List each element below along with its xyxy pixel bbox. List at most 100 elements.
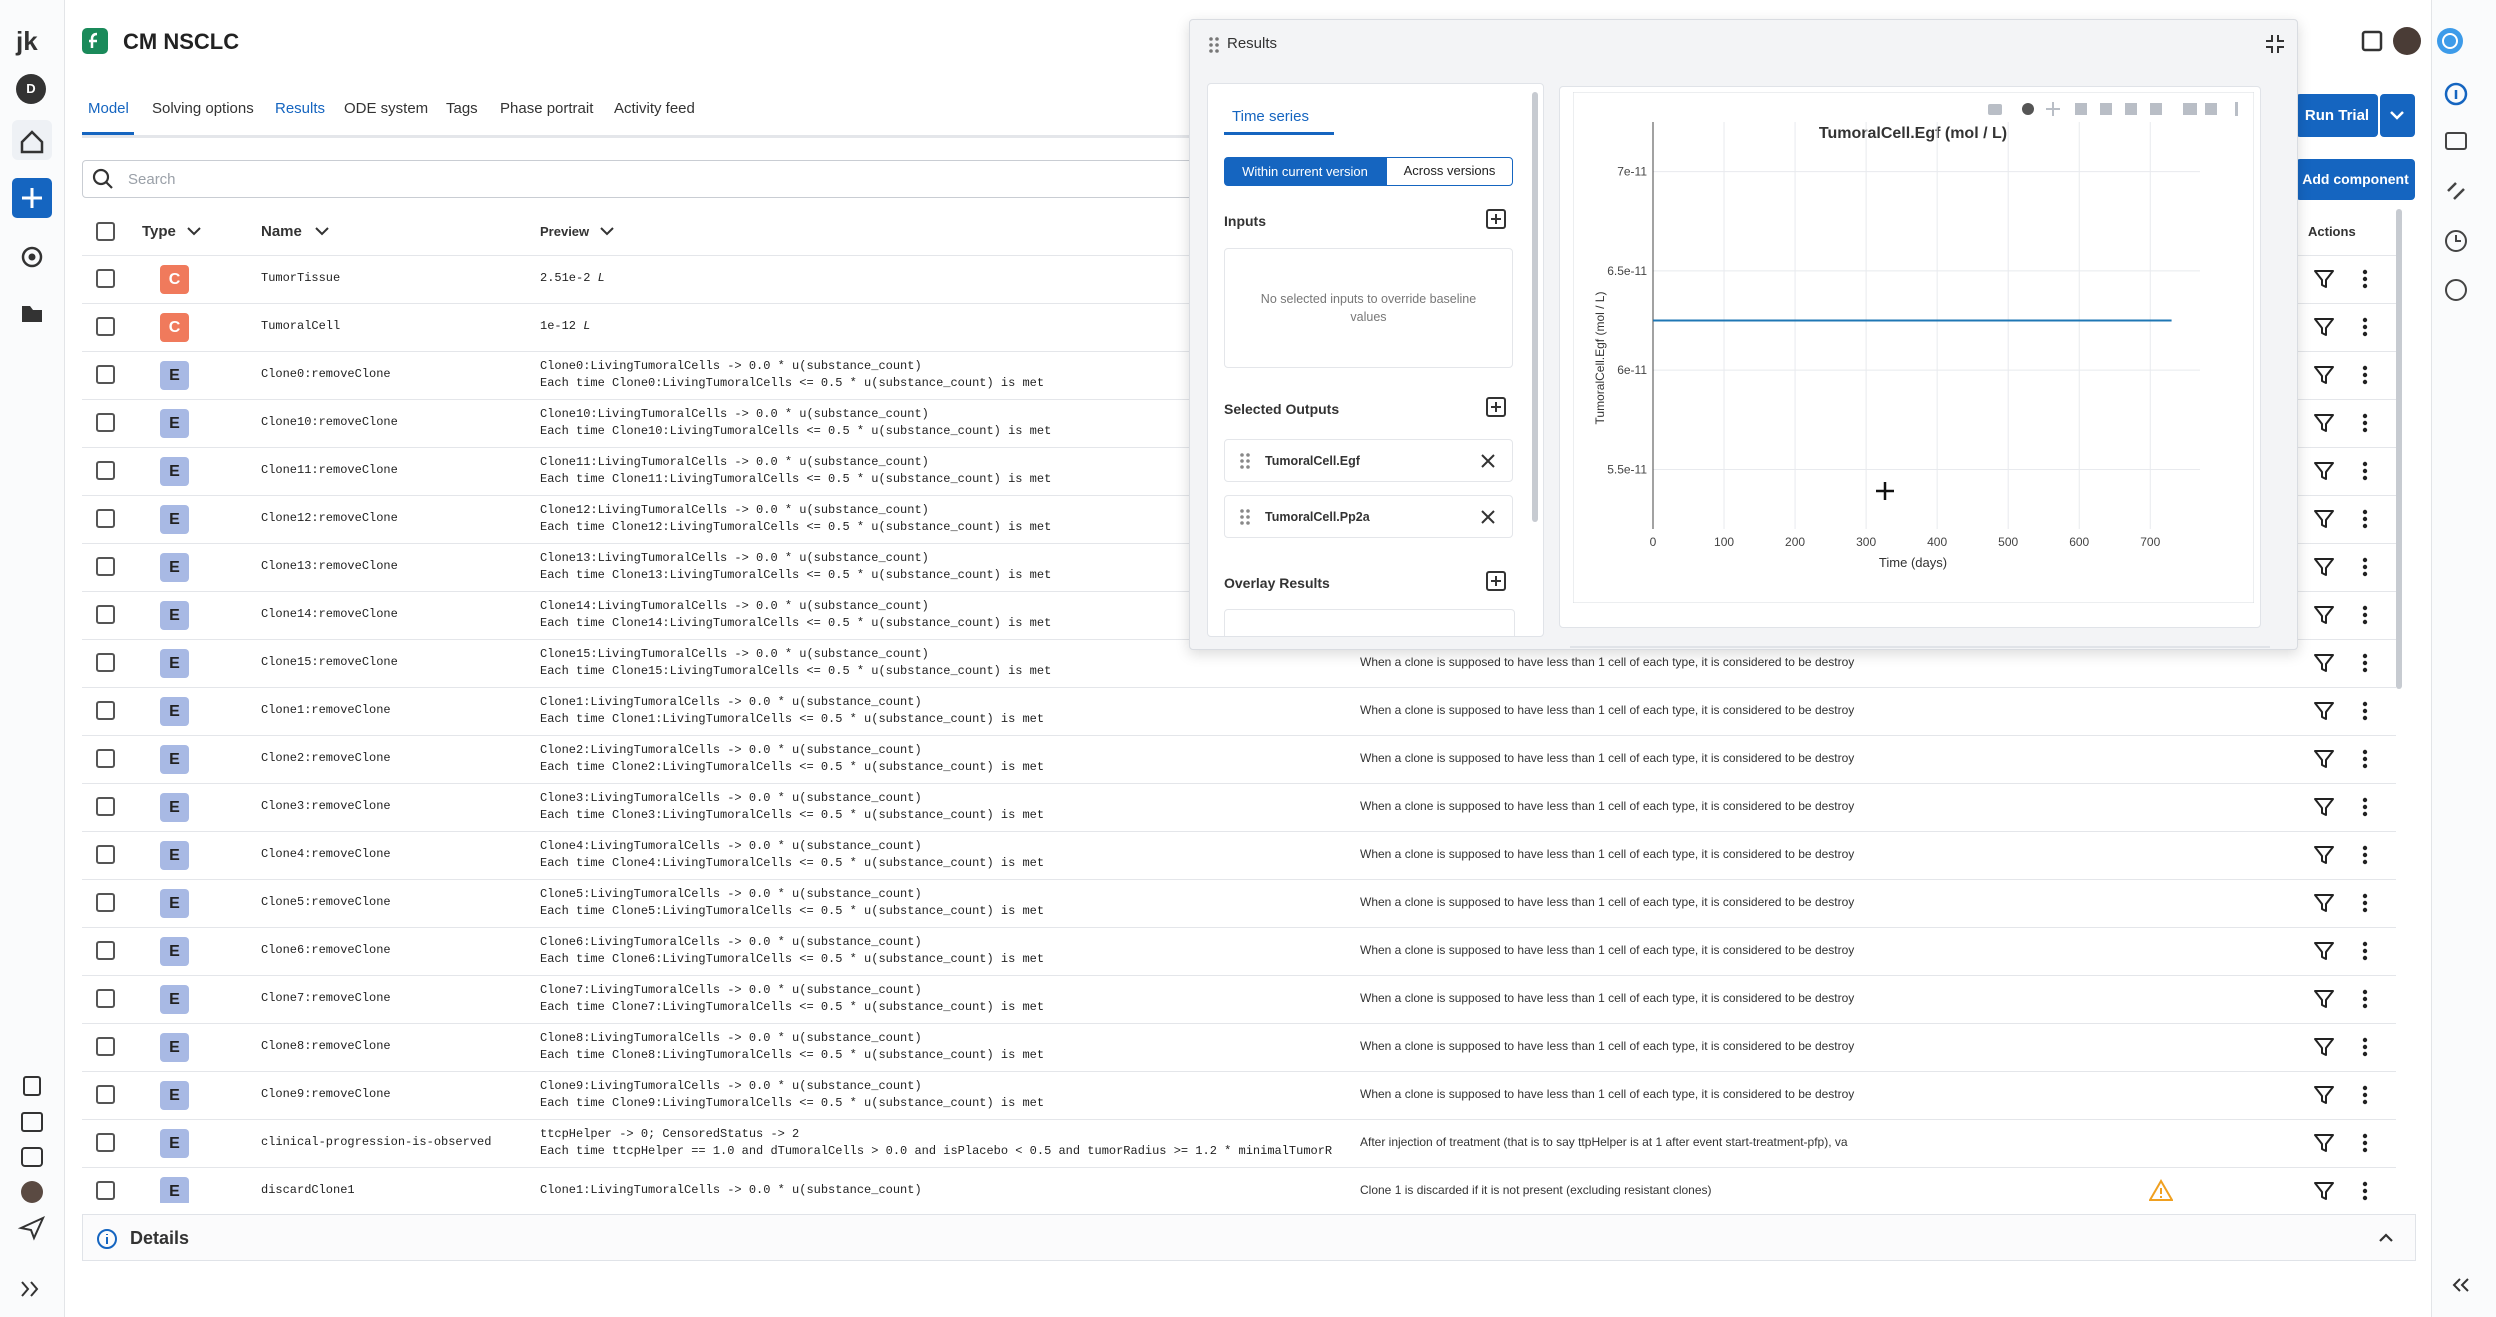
row-actions[interactable] bbox=[2313, 1180, 2373, 1202]
row-checkbox[interactable] bbox=[96, 317, 115, 336]
row-actions[interactable] bbox=[2313, 268, 2373, 290]
tab[interactable]: Phase portrait bbox=[500, 100, 594, 117]
user-avatar[interactable]: D bbox=[16, 74, 46, 104]
component-name: Clone3:removeClone bbox=[261, 799, 391, 813]
row-actions[interactable] bbox=[2313, 940, 2373, 962]
tab[interactable]: Tags bbox=[446, 100, 478, 117]
logo[interactable]: jk bbox=[16, 26, 38, 56]
table-row[interactable]: E Clone3:removeClone Clone3:LivingTumoralC… bbox=[82, 783, 2396, 832]
select-all-checkbox[interactable] bbox=[96, 222, 115, 241]
table-row[interactable]: E Clone2:removeClone Clone2:LivingTumoralC… bbox=[82, 735, 2396, 784]
table-row[interactable]: E Clone7:removeClone Clone7:LivingTumoralC… bbox=[82, 975, 2396, 1024]
table-row[interactable]: E Clone8:removeClone Clone8:LivingTumoralC… bbox=[82, 1023, 2396, 1072]
run-trial-menu[interactable] bbox=[2380, 94, 2415, 137]
row-actions[interactable] bbox=[2313, 844, 2373, 866]
description: When a clone is supposed to have less th… bbox=[1360, 943, 1855, 957]
tab[interactable]: Model bbox=[88, 100, 129, 117]
row-checkbox[interactable] bbox=[96, 1133, 115, 1152]
tab[interactable]: Activity feed bbox=[614, 100, 695, 117]
toggle-option[interactable]: Across versions bbox=[1386, 157, 1513, 186]
row-checkbox[interactable] bbox=[96, 413, 115, 432]
row-actions[interactable] bbox=[2313, 412, 2373, 434]
table-row[interactable]: E Clone13:removeClone Clone13:LivingTumora… bbox=[82, 543, 2396, 592]
row-actions[interactable] bbox=[2313, 316, 2373, 338]
row-checkbox[interactable] bbox=[96, 653, 115, 672]
remove-icon[interactable] bbox=[1479, 452, 1497, 470]
row-checkbox[interactable] bbox=[96, 989, 115, 1008]
row-actions[interactable] bbox=[2313, 1084, 2373, 1106]
collapse-icon[interactable] bbox=[2264, 33, 2286, 55]
component-name: Clone12:removeClone bbox=[261, 511, 398, 525]
inputs-empty: No selected inputs to override baseline … bbox=[1224, 248, 1513, 368]
table-row[interactable]: E Clone15:removeClone Clone15:LivingTumora… bbox=[82, 639, 2396, 688]
toggle-option[interactable]: Within current version bbox=[1224, 157, 1386, 186]
tab[interactable]: Solving options bbox=[152, 100, 254, 117]
table-row[interactable]: E Clone0:removeClone Clone0:LivingTumoralC… bbox=[82, 351, 2396, 400]
row-actions[interactable] bbox=[2313, 700, 2373, 722]
output-item[interactable]: TumoralCell.Egf bbox=[1224, 439, 1513, 482]
row-checkbox[interactable] bbox=[96, 701, 115, 720]
row-checkbox[interactable] bbox=[96, 845, 115, 864]
component-name: Clone10:removeClone bbox=[261, 415, 398, 429]
add-component-button[interactable]: Add component bbox=[2296, 159, 2415, 200]
column-header[interactable]: Name bbox=[261, 223, 302, 240]
row-checkbox[interactable] bbox=[96, 1085, 115, 1104]
row-actions[interactable] bbox=[2313, 1132, 2373, 1154]
row-checkbox[interactable] bbox=[96, 557, 115, 576]
sort-chevrons bbox=[187, 227, 614, 236]
tab-indicator bbox=[1224, 132, 1334, 135]
preview-line: Each time Clone9:LivingTumoralCells <= 0… bbox=[540, 1096, 1045, 1110]
row-actions[interactable] bbox=[2313, 796, 2373, 818]
run-trial-button[interactable]: Run Trial bbox=[2296, 94, 2378, 137]
output-name: TumoralCell.Egf bbox=[1265, 454, 1360, 468]
row-checkbox[interactable] bbox=[96, 797, 115, 816]
y-axis-label: TumoralCell.Egf (mol / L) bbox=[1593, 292, 1607, 425]
table-row[interactable]: E Clone9:removeClone Clone9:LivingTumoralC… bbox=[82, 1071, 2396, 1120]
row-checkbox[interactable] bbox=[96, 509, 115, 528]
row-checkbox[interactable] bbox=[96, 365, 115, 384]
tab[interactable]: Results bbox=[275, 100, 326, 117]
row-checkbox[interactable] bbox=[96, 461, 115, 480]
row-actions[interactable] bbox=[2313, 604, 2373, 626]
description: When a clone is supposed to have less th… bbox=[1360, 1039, 1855, 1053]
row-actions[interactable] bbox=[2313, 652, 2373, 674]
row-checkbox[interactable] bbox=[96, 893, 115, 912]
row-actions[interactable] bbox=[2313, 892, 2373, 914]
time-series-tab[interactable]: Time series bbox=[1232, 108, 1309, 125]
table-row[interactable]: E Clone4:removeClone Clone4:LivingTumoralC… bbox=[82, 831, 2396, 880]
type-badge: E bbox=[160, 361, 189, 390]
row-actions[interactable] bbox=[2313, 364, 2373, 386]
details-bar[interactable]: Details bbox=[82, 1214, 2416, 1261]
row-checkbox[interactable] bbox=[96, 941, 115, 960]
table-row[interactable]: E Clone12:removeClone Clone12:LivingTumora… bbox=[82, 495, 2396, 544]
output-item[interactable]: TumoralCell.Pp2a bbox=[1224, 495, 1513, 538]
table-row[interactable]: E Clone1:removeClone Clone1:LivingTumoralC… bbox=[82, 687, 2396, 736]
table-row[interactable]: E Clone6:removeClone Clone6:LivingTumoralC… bbox=[82, 927, 2396, 976]
row-actions[interactable] bbox=[2313, 748, 2373, 770]
row-actions[interactable] bbox=[2313, 460, 2373, 482]
column-header[interactable]: Type bbox=[142, 223, 176, 240]
type-badge: E bbox=[160, 553, 189, 582]
preview-line: Each time Clone8:LivingTumoralCells <= 0… bbox=[540, 1048, 1045, 1062]
preview-line: Each time Clone15:LivingTumoralCells <= … bbox=[540, 664, 1052, 678]
row-actions[interactable] bbox=[2313, 988, 2373, 1010]
row-checkbox[interactable] bbox=[96, 1181, 115, 1200]
row-checkbox[interactable] bbox=[96, 605, 115, 624]
preview-line: 2.51e-2 bbox=[540, 271, 591, 285]
model-icon bbox=[82, 28, 108, 54]
row-actions[interactable] bbox=[2313, 508, 2373, 530]
preview-line: Each time Clone7:LivingTumoralCells <= 0… bbox=[540, 1000, 1045, 1014]
row-checkbox[interactable] bbox=[96, 1037, 115, 1056]
remove-icon[interactable] bbox=[1479, 508, 1497, 526]
row-actions[interactable] bbox=[2313, 556, 2373, 578]
preview-line: 1e-12 bbox=[540, 319, 577, 333]
tab[interactable]: ODE system bbox=[344, 100, 429, 117]
column-header[interactable]: Preview bbox=[540, 224, 590, 239]
row-checkbox[interactable] bbox=[96, 749, 115, 768]
table-row[interactable]: E Clone5:removeClone Clone5:LivingTumoralC… bbox=[82, 879, 2396, 928]
row-checkbox[interactable] bbox=[96, 269, 115, 288]
row-actions[interactable] bbox=[2313, 1036, 2373, 1058]
